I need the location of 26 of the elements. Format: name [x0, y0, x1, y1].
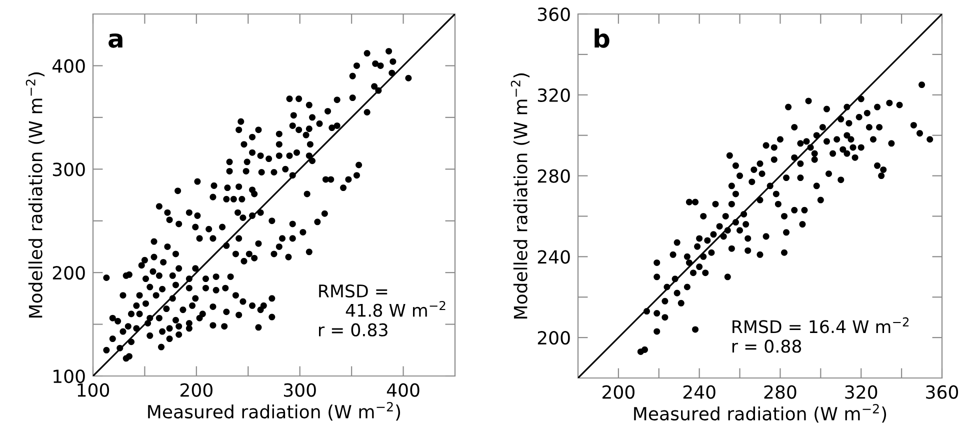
x-tick-label: 280 — [764, 385, 796, 399]
y-tick-label: 400 — [52, 59, 85, 73]
y-tick-label: 300 — [52, 162, 85, 176]
x-tick-label: 240 — [683, 385, 716, 399]
y-tick-label: 200 — [52, 266, 85, 280]
chart-title: b — [594, 28, 610, 48]
x-tick-label: 200 — [180, 383, 212, 397]
x-axis-title: Measured radiation (W m$^{−2}$) — [148, 402, 400, 421]
x-tick-label: 100 — [78, 383, 110, 397]
x-axis-title: Measured radiation (W m$^{−2}$) — [634, 404, 886, 423]
x-tick-label: 300 — [284, 383, 316, 397]
x-tick-label: 360 — [926, 385, 958, 399]
y-tick-label: 200 — [538, 331, 570, 345]
y-tick-label: 240 — [538, 250, 570, 264]
y-axis-title: Modelled radiation (W m$^{−2}$) — [510, 73, 530, 319]
x-tick-label: 320 — [845, 385, 878, 399]
y-tick-label: 320 — [538, 88, 570, 102]
text: RMSD = 41.8 W m$^{−2}$ r = 0.83 — [319, 284, 446, 336]
x-tick-label: 200 — [602, 385, 634, 399]
y-tick-label: 100 — [54, 369, 85, 384]
text: RMSD = 16.4 W m$^{−2}$ r = 0.88 — [732, 317, 909, 353]
y-axis-title: Modelled radiation (W m$^{−2}$) — [26, 72, 45, 318]
text: a — [108, 33, 122, 48]
x-tick-label: 400 — [386, 383, 420, 397]
y-tick-label: 360 — [538, 7, 570, 22]
y-tick-label: 280 — [538, 169, 570, 183]
